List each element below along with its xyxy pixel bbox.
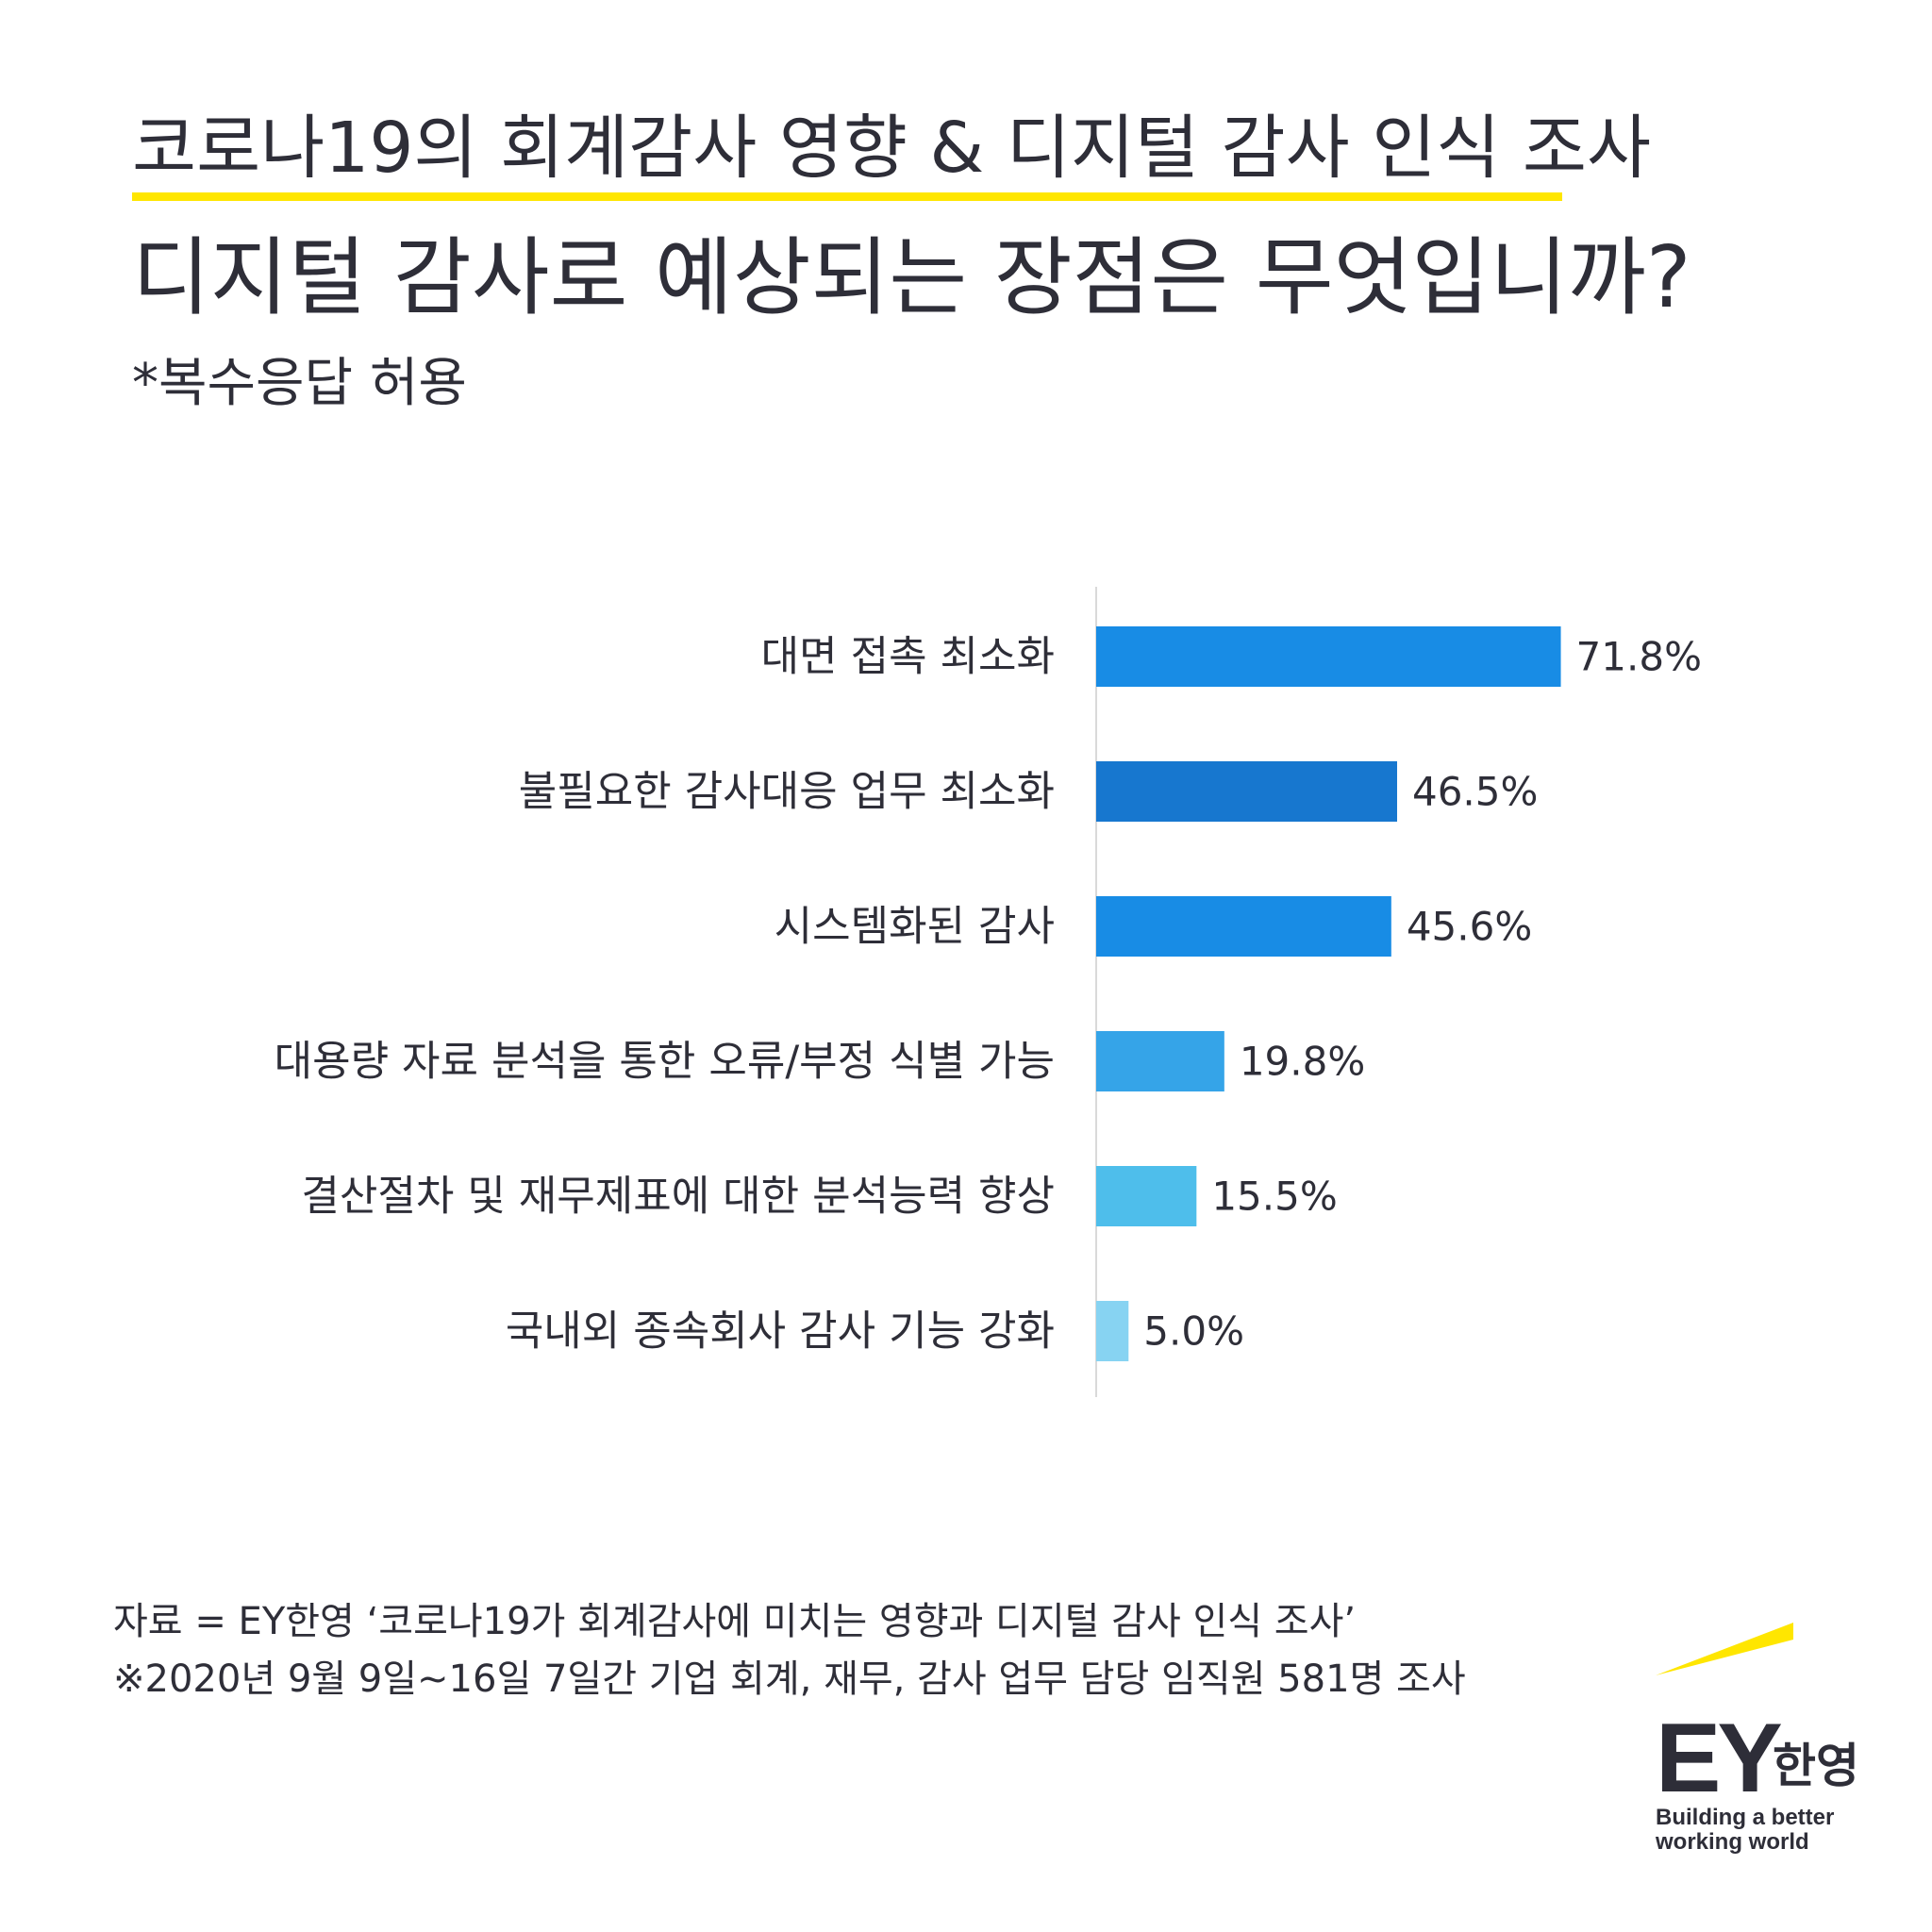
category-label: 시스템화된 감사 bbox=[774, 903, 1055, 951]
value-label: 19.8% bbox=[1240, 1039, 1365, 1085]
logo-yellow-slash bbox=[1656, 1623, 1793, 1675]
bar bbox=[1096, 761, 1397, 822]
bar-chart: 대면 접촉 최소화 71.8% 불필요한 감사대응 업무 최소화 46.5% 시스템화된… bbox=[275, 587, 1702, 1397]
survey-title: 코로나19의 회계감사 영향 & 디지털 감사 인식 조사 bbox=[132, 108, 1652, 189]
category-label: 국내외 종속회사 감사 기능 강화 bbox=[506, 1307, 1055, 1356]
chart-question: 디지털 감사로 예상되는 장점은 무엇입니까? bbox=[132, 228, 1691, 327]
bar bbox=[1096, 1301, 1129, 1361]
value-label: 5.0% bbox=[1143, 1308, 1244, 1355]
survey-note: ※2020년 9월 9일~16일 7일간 기업 회계, 재무, 감사 업무 담당… bbox=[113, 1657, 1466, 1701]
chart-subtitle: *복수응답 허용 bbox=[132, 353, 467, 414]
value-label: 15.5% bbox=[1211, 1174, 1337, 1220]
bar bbox=[1096, 896, 1391, 957]
bar bbox=[1096, 626, 1561, 687]
source-footnote: 자료 = EY한영 ‘코로나19가 회계감사에 미치는 영향과 디지털 감사 인… bbox=[113, 1600, 1357, 1643]
logo-brand-korean: 한영 bbox=[1773, 1739, 1859, 1793]
logo-tagline-line2: working world bbox=[1656, 1829, 1809, 1855]
logo-tagline: Building a better working world bbox=[1656, 1806, 1834, 1855]
category-label: 대면 접촉 최소화 bbox=[761, 633, 1055, 681]
bar bbox=[1096, 1166, 1197, 1226]
bar bbox=[1096, 1031, 1224, 1091]
logo-tagline-line1: Building a better bbox=[1656, 1805, 1835, 1830]
category-label: 불필요한 감사대응 업무 최소화 bbox=[519, 768, 1055, 816]
ey-logo: EY 한영 Building a better working world bbox=[1656, 1623, 1882, 1855]
value-label: 45.6% bbox=[1407, 904, 1532, 950]
title-underline bbox=[132, 192, 1562, 201]
logo-brand: EY bbox=[1656, 1704, 1783, 1813]
value-label: 71.8% bbox=[1576, 634, 1702, 680]
value-label: 46.5% bbox=[1412, 769, 1538, 815]
category-label: 대용량 자료 분석을 통한 오류/부정 식별 가능 bbox=[275, 1038, 1055, 1086]
category-label: 결산절차 및 재무제표에 대한 분석능력 향상 bbox=[301, 1173, 1055, 1221]
